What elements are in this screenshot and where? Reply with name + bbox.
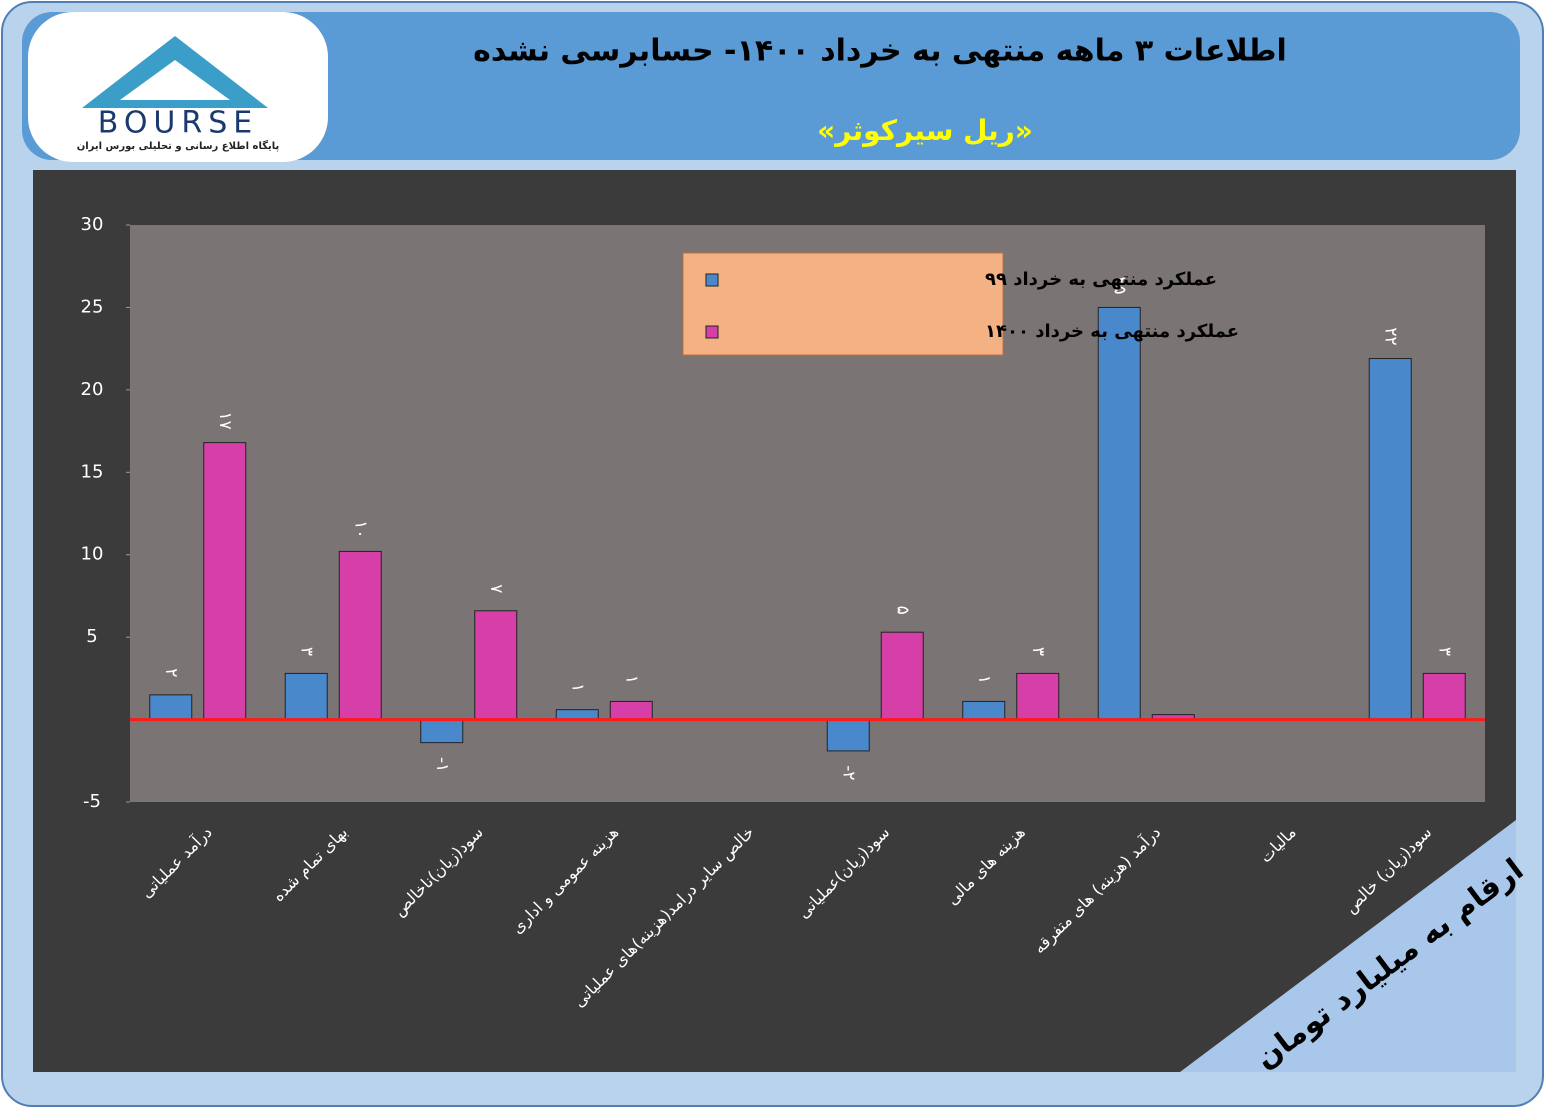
value-label: ۵ [892,606,912,615]
value-label: ۱۰ [350,520,370,538]
logo-tagline: پایگاه اطلاع رسانی و تحلیلی بورس ایران [77,139,280,152]
chart-subtitle: «ریل سیرکوثر» [817,114,1033,147]
legend-swatch [705,325,719,339]
header [22,12,1520,160]
value-label: ۱۷ [215,411,235,429]
bar [420,719,464,744]
bar [149,694,193,721]
logo-mark [120,60,230,100]
chart-title: اطلاعات ۳ ماهه منتهی به خرداد ۱۴۰۰- حساب… [473,34,1287,69]
logo-brand: BOURSE [98,106,258,141]
value-label: -۱ [432,757,452,772]
value-label: ۱ [621,675,641,684]
legend-box [682,252,1004,356]
bar [1422,672,1466,721]
value-label: -۲ [838,765,858,780]
y-tick-label: 10 [81,544,104,565]
bar [338,550,382,721]
y-tick-label: 15 [81,461,104,482]
bar [1368,358,1412,721]
legend-label: عملکرد منتهی به خرداد ۱۴۰۰ [985,321,1239,342]
value-label: ۳ [296,647,316,656]
bar [474,610,518,721]
bar [962,700,1006,721]
legend-swatch [705,273,719,287]
bar [1097,306,1141,721]
note-bg [1180,820,1516,1072]
bar [284,672,328,721]
y-tick-label: 5 [86,626,97,647]
bar [826,719,870,752]
value-label: ۳ [1028,647,1048,656]
y-tick-label: -5 [83,791,101,812]
value-label: ۲۵ [1109,276,1129,294]
value-label: ۲۲ [1380,327,1400,345]
value-label: ۱ [974,675,994,684]
bar [880,631,924,721]
value-label: ۱ [567,683,587,692]
value-label: ۳ [1434,647,1454,656]
value-label: ۷ [486,584,506,593]
bar [1016,672,1060,721]
y-tick-label: 25 [81,296,104,317]
y-tick-label: 30 [81,214,104,235]
y-tick-label: 20 [81,379,104,400]
bar [609,700,653,721]
bar [203,442,247,721]
value-label: ۲ [161,668,181,677]
legend-label: عملکرد منتهی به خرداد ۹۹ [985,269,1217,290]
